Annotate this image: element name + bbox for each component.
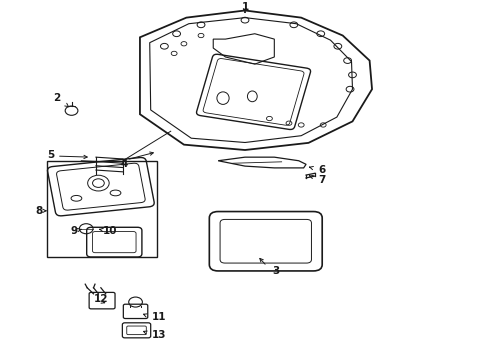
Text: 3: 3: [272, 266, 279, 275]
Text: 13: 13: [152, 330, 167, 340]
Text: 7: 7: [318, 175, 326, 185]
Bar: [47, 161, 157, 257]
Text: 11: 11: [152, 312, 167, 322]
Text: 10: 10: [103, 225, 118, 235]
Text: 5: 5: [47, 150, 54, 160]
Text: 1: 1: [242, 2, 248, 12]
Text: 8: 8: [36, 206, 43, 216]
Text: 9: 9: [70, 225, 77, 235]
Text: 4: 4: [121, 159, 128, 169]
Text: 2: 2: [53, 93, 61, 103]
Text: 6: 6: [318, 165, 325, 175]
Text: 12: 12: [94, 294, 108, 304]
